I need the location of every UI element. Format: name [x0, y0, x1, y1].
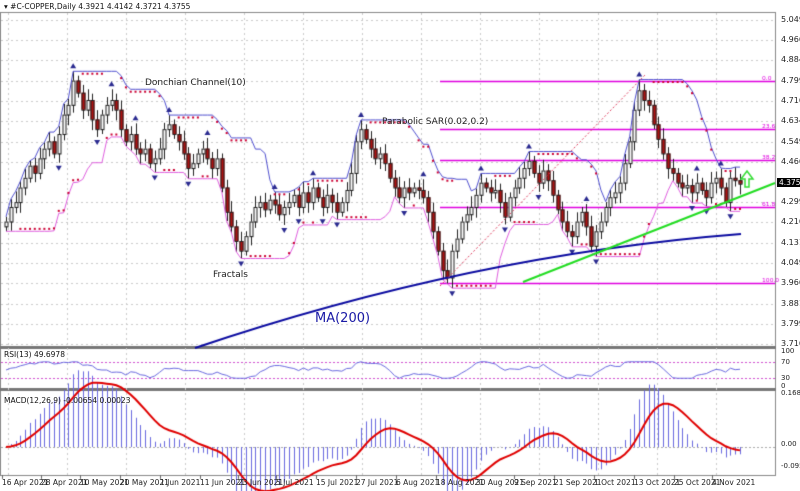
date-tick: 30 Aug 2021	[476, 478, 525, 487]
price-tick: 4.1315	[781, 238, 800, 248]
macd-label: MACD(12,26,9) -0.00654 0.00023	[4, 396, 131, 405]
date-tick: 4 Nov 2021	[712, 478, 756, 487]
chart-title: ▾ #C-COPPER,Daily 4.3921 4.4142 4.3721 4…	[4, 2, 191, 11]
date-tick: 9 Sep 2021	[514, 478, 557, 487]
date-tick: 13 Oct 2021	[634, 478, 681, 487]
price-tick: 4.4665	[781, 156, 800, 166]
price-tick: 3.9665	[781, 278, 800, 288]
price-tick: 5.0490	[781, 15, 800, 24]
current-price-tag: 4.3755	[777, 178, 800, 187]
indicator-tick: 0.16886	[781, 389, 800, 397]
donchian-label: Donchian Channel(10)	[145, 78, 246, 88]
price-tick: 3.7990	[781, 318, 800, 328]
date-tick: 18 Aug 2021	[436, 478, 485, 487]
ma-label: MA(200)	[315, 311, 371, 326]
date-tick: 5 Jul 2021	[276, 478, 314, 487]
price-tick: 4.9665	[781, 35, 800, 45]
price-tick: 3.7165	[781, 338, 800, 348]
date-tick: 20 May 2021	[120, 478, 169, 487]
date-tick: 1 Oct 2021	[594, 478, 636, 487]
indicator-tick: 0.00	[781, 440, 797, 448]
menu-triangle-icon[interactable]: ▾	[4, 2, 8, 11]
price-tick: 4.2165	[781, 217, 800, 227]
date-tick: 6 Aug 2021	[396, 478, 440, 487]
date-tick: 27 Jul 2021	[356, 478, 399, 487]
date-tick: 11 Jun 2021	[200, 478, 246, 487]
date-tick: 16 Apr 2021	[2, 478, 49, 487]
price-tick: 4.6340	[781, 115, 800, 125]
indicator-tick: 70	[781, 358, 790, 366]
date-tick: 28 Apr 2021	[41, 478, 88, 487]
indicator-tick: 100	[781, 347, 795, 355]
indicator-tick: 30	[781, 374, 790, 382]
indicator-tick: -0.09567	[781, 462, 800, 470]
price-tick: 4.7990	[781, 75, 800, 85]
price-tick: 3.8815	[781, 298, 800, 308]
price-tick: 4.2990	[781, 197, 800, 207]
rsi-label: RSI(13) 49.6978	[4, 350, 65, 359]
price-tick: 4.8840	[781, 55, 800, 65]
date-tick: 10 May 2021	[80, 478, 129, 487]
price-tick: 4.7165	[781, 95, 800, 105]
date-tick: 1 Jun 2021	[160, 478, 201, 487]
date-tick: 23 Jun 2021	[238, 478, 284, 487]
price-tick: 4.0490	[781, 258, 800, 268]
date-tick: 15 Jul 2021	[316, 478, 359, 487]
date-tick: 25 Oct 2021	[674, 478, 721, 487]
indicator-tick: 0	[781, 382, 786, 390]
fractals-label: Fractals	[213, 270, 248, 280]
price-tick: 4.5490	[781, 136, 800, 146]
sar-label: Parabolic SAR(0.02,0.2)	[382, 117, 489, 127]
date-tick: 21 Sep 2021	[554, 478, 602, 487]
